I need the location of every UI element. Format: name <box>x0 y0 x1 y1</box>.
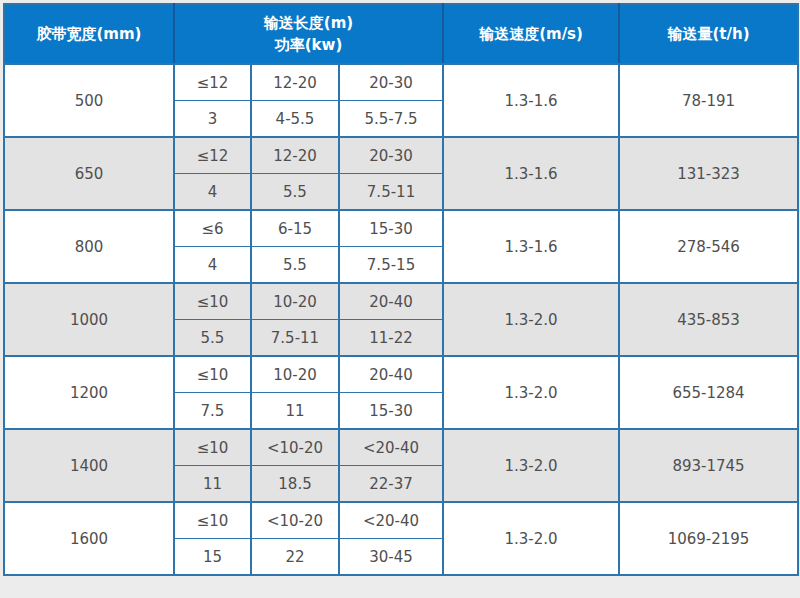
power-cell: 22 <box>251 539 339 576</box>
table-header: 胶带宽度(mm) 输送长度(m) 功率(kw) 输送速度(m/s) 输送量(t/… <box>4 4 798 64</box>
power-cell: 11 <box>174 466 251 503</box>
header-belt-width: 胶带宽度(mm) <box>4 4 174 64</box>
length-cell: 20-40 <box>339 283 443 320</box>
header-length-power: 输送长度(m) 功率(kw) <box>174 4 443 64</box>
table-row: 1200 ≤10 10-20 20-40 1.3-2.0 655-1284 <box>4 356 798 393</box>
length-cell: ≤12 <box>174 64 251 101</box>
power-cell: 4 <box>174 174 251 211</box>
speed-cell: 1.3-2.0 <box>443 429 619 502</box>
power-cell: 5.5 <box>251 247 339 284</box>
length-cell: ≤10 <box>174 356 251 393</box>
length-cell: ≤6 <box>174 210 251 247</box>
table-row: 1000 ≤10 10-20 20-40 1.3-2.0 435-853 <box>4 283 798 320</box>
table-row: 500 ≤12 12-20 20-30 1.3-1.6 78-191 <box>4 64 798 101</box>
table-row: 1400 ≤10 <10-20 <20-40 1.3-2.0 893-1745 <box>4 429 798 466</box>
length-cell: <20-40 <box>339 502 443 539</box>
capacity-cell: 435-853 <box>619 283 798 356</box>
power-cell: 5.5 <box>251 174 339 211</box>
table-row: 800 ≤6 6-15 15-30 1.3-1.6 278-546 <box>4 210 798 247</box>
belt-width-cell: 800 <box>4 210 174 283</box>
speed-cell: 1.3-1.6 <box>443 64 619 137</box>
length-cell: <20-40 <box>339 429 443 466</box>
power-cell: 3 <box>174 101 251 138</box>
power-cell: 18.5 <box>251 466 339 503</box>
speed-cell: 1.3-1.6 <box>443 210 619 283</box>
power-cell: 5.5 <box>174 320 251 357</box>
capacity-cell: 655-1284 <box>619 356 798 429</box>
capacity-cell: 78-191 <box>619 64 798 137</box>
capacity-cell: 893-1745 <box>619 429 798 502</box>
power-cell: 7.5 <box>174 393 251 430</box>
length-cell: ≤10 <box>174 429 251 466</box>
power-cell: 11 <box>251 393 339 430</box>
header-power-line: 功率(kw) <box>175 34 442 57</box>
length-cell: ≤12 <box>174 137 251 174</box>
power-cell: 4 <box>174 247 251 284</box>
length-cell: 10-20 <box>251 356 339 393</box>
power-cell: 7.5-11 <box>251 320 339 357</box>
length-cell: 12-20 <box>251 137 339 174</box>
length-cell: 10-20 <box>251 283 339 320</box>
power-cell: 15-30 <box>339 393 443 430</box>
belt-width-cell: 500 <box>4 64 174 137</box>
speed-cell: 1.3-1.6 <box>443 137 619 210</box>
power-cell: 15 <box>174 539 251 576</box>
length-cell: ≤10 <box>174 502 251 539</box>
capacity-cell: 131-323 <box>619 137 798 210</box>
belt-width-cell: 1600 <box>4 502 174 575</box>
speed-cell: 1.3-2.0 <box>443 502 619 575</box>
table-body: 500 ≤12 12-20 20-30 1.3-1.6 78-191 3 4-5… <box>4 64 798 575</box>
power-cell: 7.5-15 <box>339 247 443 284</box>
speed-cell: 1.3-2.0 <box>443 356 619 429</box>
length-cell: ≤10 <box>174 283 251 320</box>
power-cell: 11-22 <box>339 320 443 357</box>
table-row: 1600 ≤10 <10-20 <20-40 1.3-2.0 1069-2195 <box>4 502 798 539</box>
header-capacity: 输送量(t/h) <box>619 4 798 64</box>
power-cell: 22-37 <box>339 466 443 503</box>
capacity-cell: 278-546 <box>619 210 798 283</box>
belt-width-cell: 1200 <box>4 356 174 429</box>
page: 胶带宽度(mm) 输送长度(m) 功率(kw) 输送速度(m/s) 输送量(t/… <box>0 0 800 579</box>
speed-cell: 1.3-2.0 <box>443 283 619 356</box>
length-cell: 20-40 <box>339 356 443 393</box>
power-cell: 7.5-11 <box>339 174 443 211</box>
table-row: 650 ≤12 12-20 20-30 1.3-1.6 131-323 <box>4 137 798 174</box>
length-cell: 6-15 <box>251 210 339 247</box>
belt-width-cell: 650 <box>4 137 174 210</box>
length-cell: 20-30 <box>339 137 443 174</box>
capacity-cell: 1069-2195 <box>619 502 798 575</box>
power-cell: 30-45 <box>339 539 443 576</box>
belt-width-cell: 1000 <box>4 283 174 356</box>
length-cell: <10-20 <box>251 502 339 539</box>
length-cell: <10-20 <box>251 429 339 466</box>
length-cell: 12-20 <box>251 64 339 101</box>
header-row: 胶带宽度(mm) 输送长度(m) 功率(kw) 输送速度(m/s) 输送量(t/… <box>4 4 798 64</box>
header-length-line: 输送长度(m) <box>175 12 442 35</box>
length-cell: 20-30 <box>339 64 443 101</box>
conveyor-spec-table: 胶带宽度(mm) 输送长度(m) 功率(kw) 输送速度(m/s) 输送量(t/… <box>3 3 799 576</box>
belt-width-cell: 1400 <box>4 429 174 502</box>
power-cell: 4-5.5 <box>251 101 339 138</box>
power-cell: 5.5-7.5 <box>339 101 443 138</box>
header-speed: 输送速度(m/s) <box>443 4 619 64</box>
length-cell: 15-30 <box>339 210 443 247</box>
